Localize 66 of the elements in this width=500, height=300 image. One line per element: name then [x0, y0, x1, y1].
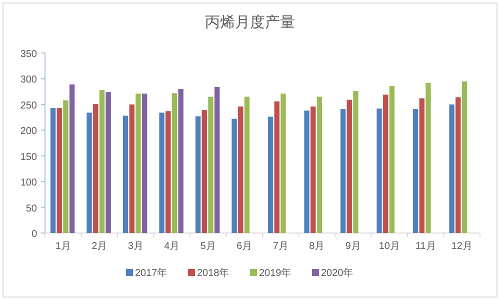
bar [214, 86, 220, 233]
legend-label: 2017年 [135, 267, 168, 279]
bar [86, 112, 92, 233]
legend-label: 2019年 [259, 267, 292, 279]
bar [340, 109, 346, 233]
x-tick-label: 6月 [236, 241, 252, 252]
x-tick-label: 8月 [309, 241, 325, 252]
x-tick-label: 4月 [164, 241, 180, 252]
x-tick-label: 5月 [200, 241, 216, 252]
bar [304, 110, 310, 233]
bar [69, 84, 75, 233]
bar [202, 110, 207, 233]
bar [178, 89, 184, 233]
bar [244, 96, 250, 233]
x-tick-label: 2月 [92, 241, 108, 252]
bar [376, 108, 382, 233]
x-tick-label: 11月 [415, 241, 436, 252]
y-tick-label: 300 [20, 74, 38, 86]
bar [346, 100, 352, 233]
legend-label: 2020年 [321, 267, 354, 279]
bar [208, 96, 214, 233]
y-tick-label: 100 [20, 178, 38, 189]
bar [56, 108, 62, 233]
legend-label: 2018年 [197, 267, 230, 279]
y-tick-label: 0 [31, 229, 38, 240]
bar [268, 116, 274, 233]
bar [232, 118, 237, 233]
x-tick-label: 7月 [272, 241, 288, 252]
bar [274, 101, 280, 233]
x-tick-label: 10月 [378, 241, 400, 252]
y-tick-label: 250 [20, 100, 38, 112]
bar [159, 112, 164, 233]
chart-title: 丙烯月度产量 [205, 14, 295, 31]
bar [383, 94, 388, 233]
bar [136, 94, 141, 233]
bar [50, 108, 56, 233]
y-tick-label: 350 [20, 49, 38, 60]
bar [238, 106, 244, 233]
x-tick-label: 12月 [451, 241, 472, 252]
bar [166, 111, 171, 233]
bar [412, 109, 418, 233]
bar [419, 98, 424, 233]
y-tick-label: 150 [20, 152, 38, 163]
bar [99, 90, 105, 233]
bar [142, 94, 148, 233]
bar [106, 92, 111, 233]
x-tick-label: 1月 [55, 241, 71, 252]
bar [122, 116, 128, 233]
bar [310, 106, 316, 233]
bar [462, 81, 468, 233]
x-tick-label: 3月 [128, 241, 144, 252]
bar [389, 86, 395, 233]
y-tick-label: 50 [26, 203, 38, 214]
bar [195, 116, 201, 233]
bar [172, 93, 178, 233]
bar [316, 96, 322, 233]
bar [63, 100, 68, 233]
bar [280, 94, 286, 233]
bar [426, 82, 431, 233]
y-tick-label: 200 [20, 126, 38, 138]
bar [456, 97, 461, 233]
bar [353, 91, 358, 233]
bar [449, 104, 454, 233]
bar [93, 104, 98, 233]
bar [129, 104, 134, 233]
x-tick-label: 9月 [345, 241, 361, 252]
